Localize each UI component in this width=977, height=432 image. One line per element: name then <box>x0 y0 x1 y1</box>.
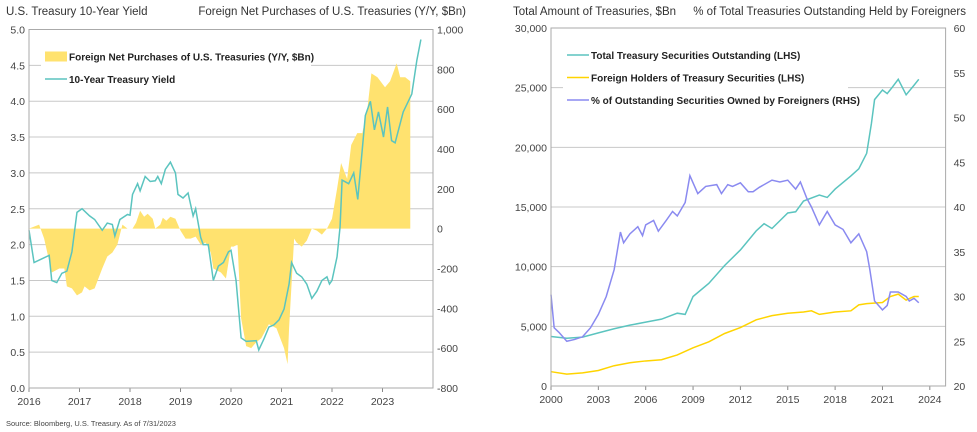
x-tick-label: 2017 <box>68 396 92 408</box>
x-tick-label: 2022 <box>320 396 344 408</box>
y-left-tick-label: 1.0 <box>10 311 25 323</box>
legend-swatch <box>45 51 67 62</box>
y-left-tick-label: 30,000 <box>515 23 547 35</box>
y-left-tick-label: 2.0 <box>10 240 25 252</box>
y-left-tick-label: 5.0 <box>10 25 25 37</box>
y-right-tick-label: 30 <box>954 292 966 304</box>
y-right-tick-label: 35 <box>954 247 966 259</box>
x-tick-label: 2016 <box>17 396 41 408</box>
y-left-tick-label: 10,000 <box>515 262 547 274</box>
y-left-tick-label: 20,000 <box>515 142 547 154</box>
x-tick-label: 2006 <box>634 394 658 406</box>
y-left-tick-label: 2.5 <box>10 204 25 216</box>
x-tick-label: 2023 <box>371 396 395 408</box>
y-left-tick-label: 4.5 <box>10 60 25 72</box>
y-right-tick-label: 40 <box>954 202 966 214</box>
line-series-1 <box>550 293 919 375</box>
y-right-tick-label: -600 <box>437 343 458 355</box>
y-left-tick-label: 0 <box>541 381 547 393</box>
plot-frame <box>550 27 947 387</box>
y-right-tick-label: 1,000 <box>437 25 463 37</box>
x-tick-label: 2000 <box>539 394 563 406</box>
y-right-tick-label: 50 <box>954 113 966 125</box>
right-chart-right-title: % of Total Treasuries Outstanding Held b… <box>693 6 966 18</box>
y-left-tick-label: 0.5 <box>10 347 25 359</box>
y-right-tick-label: -200 <box>437 264 458 276</box>
x-tick-label: 2021 <box>871 394 895 406</box>
line-series-0 <box>550 77 920 340</box>
y-right-tick-label: -800 <box>437 383 458 395</box>
y-left-tick-label: 0.0 <box>10 383 25 395</box>
y-right-tick-label: 25 <box>954 336 966 348</box>
left-chart-right-title: Foreign Net Purchases of U.S. Treasuries… <box>198 6 466 18</box>
x-tick-label: 2018 <box>823 394 847 406</box>
x-tick-label: 2009 <box>681 394 705 406</box>
y-left-tick-label: 4.0 <box>10 96 25 108</box>
y-right-tick-label: 45 <box>954 157 966 169</box>
y-right-tick-label: 600 <box>437 104 455 116</box>
y-left-tick-label: 3.5 <box>10 132 25 144</box>
y-right-tick-label: 55 <box>954 68 966 80</box>
y-right-tick-label: 800 <box>437 64 455 76</box>
y-left-tick-label: 3.0 <box>10 168 25 180</box>
area-series-0 <box>29 63 411 365</box>
source-note: Source: Bloomberg, U.S. Treasury. As of … <box>6 419 176 428</box>
legend-label: % of Outstanding Securities Owned by For… <box>591 96 860 107</box>
left-chart-left-title: U.S. Treasury 10-Year Yield <box>6 6 147 18</box>
x-tick-label: 2003 <box>587 394 611 406</box>
plot-frame <box>28 29 434 389</box>
x-tick-label: 2018 <box>118 396 142 408</box>
legend-label: Foreign Holders of Treasury Securities (… <box>591 74 804 85</box>
x-tick-label: 2019 <box>169 396 193 408</box>
x-tick-label: 2020 <box>219 396 243 408</box>
legend-label: 10-Year Treasury Yield <box>69 75 175 86</box>
y-right-tick-label: 400 <box>437 144 455 156</box>
x-tick-label: 2012 <box>729 394 753 406</box>
y-left-tick-label: 1.5 <box>10 275 25 287</box>
legend-label: Total Treasury Securities Outstanding (L… <box>591 51 800 62</box>
legend-box <box>563 42 848 120</box>
y-right-tick-label: 60 <box>954 23 966 35</box>
line-series-1 <box>28 39 422 353</box>
y-right-tick-label: 20 <box>954 381 966 393</box>
x-tick-label: 2015 <box>776 394 800 406</box>
y-left-tick-label: 15,000 <box>515 202 547 214</box>
chart-0: 0.0 0.5 1.0 1.5 2.0 2.5 3.0 3.5 4.0 4.5 5.0 -800 -60… <box>10 25 463 409</box>
x-tick-label: 2021 <box>270 396 294 408</box>
right-chart-left-title: Total Amount of Treasuries, $Bn <box>513 6 676 18</box>
y-right-tick-label: -400 <box>437 303 458 315</box>
y-left-tick-label: 5,000 <box>521 321 547 333</box>
y-right-tick-label: 200 <box>437 184 455 196</box>
x-tick-label: 2024 <box>918 394 942 406</box>
chart-1: 0 5,000 10,000 15,000 20,000 25,000 30,000 20 25… <box>515 23 966 406</box>
legend-box <box>41 43 311 98</box>
legend-label: Foreign Net Purchases of U.S. Treasuries… <box>69 53 314 64</box>
line-series-2 <box>550 173 920 343</box>
y-left-tick-label: 25,000 <box>515 83 547 95</box>
y-right-tick-label: 0 <box>437 224 443 236</box>
